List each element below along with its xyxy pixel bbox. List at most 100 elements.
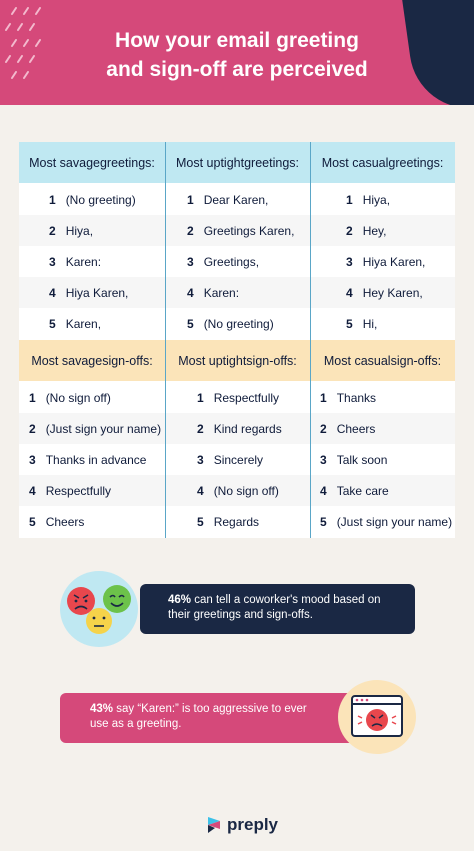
table-row: 5 Hi, bbox=[310, 308, 455, 339]
row-text: Karen: bbox=[203, 285, 240, 300]
header-line-1: Most uptight bbox=[178, 353, 247, 368]
header-line-2: greetings: bbox=[244, 155, 299, 170]
row-text: Sincerely bbox=[213, 452, 264, 467]
rank-number: 5 bbox=[320, 514, 327, 529]
row-text: Hiya Karen, bbox=[65, 285, 129, 300]
signoffs-header-1: Most savage sign-offs: bbox=[19, 340, 165, 381]
row-text: Hiya, bbox=[65, 223, 94, 238]
header-line-1: Most savage bbox=[29, 155, 100, 170]
header-banner: How your email greeting and sign-off are… bbox=[0, 0, 474, 105]
table-row: 4 Hiya Karen, bbox=[19, 277, 165, 308]
table-row: 5 Karen, bbox=[19, 308, 165, 339]
rank-number: 4 bbox=[187, 285, 194, 300]
brand-name: preply bbox=[227, 815, 279, 834]
rank-number: 5 bbox=[29, 514, 36, 529]
smiling-face-icon bbox=[103, 585, 131, 613]
row-text: Karen: bbox=[65, 254, 102, 269]
row-text: (No greeting) bbox=[65, 192, 136, 207]
table-row: 1 Hiya, bbox=[310, 184, 455, 215]
rank-number: 1 bbox=[197, 390, 204, 405]
table-row: 1 (No greeting) bbox=[19, 184, 165, 215]
rank-number: 3 bbox=[320, 452, 327, 467]
rank-number: 5 bbox=[49, 316, 56, 331]
neutral-face-icon bbox=[86, 608, 112, 634]
rank-number: 4 bbox=[346, 285, 353, 300]
header-line-2: sign-offs: bbox=[390, 353, 442, 368]
table-row: 1 (No sign off) bbox=[19, 382, 165, 413]
header-line-1: Most casual bbox=[321, 155, 389, 170]
brand-logo[interactable]: preply bbox=[207, 815, 278, 835]
header-line-1: Most uptight bbox=[176, 155, 245, 170]
rank-number: 4 bbox=[197, 483, 204, 498]
decorative-dashes bbox=[5, 7, 41, 79]
rank-number: 3 bbox=[29, 452, 36, 467]
header-line-2: sign-offs: bbox=[102, 353, 153, 368]
row-text: (Just sign your name) bbox=[336, 514, 453, 529]
row-text: Take care bbox=[336, 483, 389, 498]
table-row: 3 Talk soon bbox=[310, 444, 455, 475]
table-row: 4 Karen: bbox=[165, 277, 310, 308]
signoffs-header-3: Most casual sign-offs: bbox=[310, 340, 455, 381]
title-line-1: How your email greeting bbox=[115, 29, 359, 52]
row-text: Kind regards bbox=[213, 421, 282, 436]
table-row: 4 Take care bbox=[310, 475, 455, 506]
rank-number: 1 bbox=[346, 192, 353, 207]
table-row: 5 Cheers bbox=[19, 506, 165, 537]
preply-logo-icon bbox=[208, 817, 220, 833]
row-text: Talk soon bbox=[336, 452, 388, 467]
angry-face-icon bbox=[67, 587, 95, 615]
table-row: 1 Dear Karen, bbox=[165, 184, 310, 215]
rank-number: 4 bbox=[29, 483, 36, 498]
table-row: 3 Thanks in advance bbox=[19, 444, 165, 475]
row-text: (No sign off) bbox=[45, 390, 111, 405]
stat2-text-2: use as a greeting. bbox=[90, 718, 182, 730]
row-text: Karen, bbox=[65, 316, 102, 331]
header-line-2: greetings: bbox=[388, 155, 444, 170]
row-text: Greetings, bbox=[203, 254, 260, 269]
faces-illustration bbox=[60, 571, 138, 647]
stat1-text-2: their greetings and sign-offs. bbox=[168, 609, 313, 621]
header-line-1: Most savage bbox=[31, 353, 103, 368]
row-text: Greetings Karen, bbox=[203, 223, 295, 238]
stat2-text-1: say “Karen:” is too aggressive to ever bbox=[113, 703, 307, 715]
table-row: 3 Hiya Karen, bbox=[310, 246, 455, 277]
table-row: 4 Hey Karen, bbox=[310, 277, 455, 308]
title-line-2: and sign-off are perceived bbox=[106, 58, 368, 81]
rank-number: 1 bbox=[320, 390, 327, 405]
row-text: (Just sign your name) bbox=[45, 421, 162, 436]
rank-number: 1 bbox=[187, 192, 194, 207]
row-text: (No greeting) bbox=[203, 316, 274, 331]
header-line-2: greetings: bbox=[99, 155, 155, 170]
rank-number: 5 bbox=[187, 316, 194, 331]
stat1-text-1: can tell a coworker's mood based on bbox=[191, 594, 381, 606]
rank-number: 5 bbox=[197, 514, 204, 529]
table-row: 2 Kind regards bbox=[165, 413, 310, 444]
greetings-header-1: Most savage greetings: bbox=[19, 142, 165, 183]
column-divider bbox=[165, 142, 166, 538]
table-row: 4 (No sign off) bbox=[165, 475, 310, 506]
table-row: 2 (Just sign your name) bbox=[19, 413, 165, 444]
rank-number: 3 bbox=[346, 254, 353, 269]
greetings-table: Most savage greetings: 1 (No greeting) 2 Hiya… bbox=[19, 142, 455, 538]
header-line-1: Most casual bbox=[323, 353, 391, 368]
angry-window-illustration bbox=[338, 680, 416, 754]
row-text: Respectfully bbox=[213, 390, 280, 405]
row-text: Hi, bbox=[362, 316, 378, 331]
rank-number: 2 bbox=[29, 421, 36, 436]
rank-number: 3 bbox=[197, 452, 204, 467]
row-text: (No sign off) bbox=[213, 483, 279, 498]
rank-number: 3 bbox=[187, 254, 194, 269]
row-text: Hey, bbox=[362, 223, 387, 238]
table-row: 2 Hey, bbox=[310, 215, 455, 246]
table-row: 1 Respectfully bbox=[165, 382, 310, 413]
row-text: Thanks in advance bbox=[45, 452, 147, 467]
row-text: Dear Karen, bbox=[203, 192, 269, 207]
row-text: Hey Karen, bbox=[362, 285, 423, 300]
rank-number: 4 bbox=[49, 285, 56, 300]
angry-window-icon bbox=[351, 695, 403, 737]
rank-number: 1 bbox=[29, 390, 36, 405]
table-row: 2 Hiya, bbox=[19, 215, 165, 246]
table-row: 5 (Just sign your name) bbox=[310, 506, 455, 537]
rank-number: 2 bbox=[187, 223, 194, 238]
table-row: 3 Greetings, bbox=[165, 246, 310, 277]
